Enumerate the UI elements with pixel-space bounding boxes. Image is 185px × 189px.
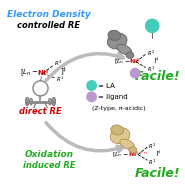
Ellipse shape [111, 125, 124, 135]
Ellipse shape [126, 52, 134, 58]
Circle shape [146, 19, 159, 33]
Text: induced RE: induced RE [23, 161, 75, 170]
Text: $[L_n-$: $[L_n-$ [112, 150, 129, 159]
Text: Facile!: Facile! [135, 167, 181, 180]
Text: $R^2$: $R^2$ [148, 141, 157, 151]
Text: direct RE: direct RE [19, 107, 62, 115]
Text: = ligand: = ligand [98, 94, 128, 100]
Text: $\mathbf{Ni}^{II}$: $\mathbf{Ni}^{II}$ [37, 67, 50, 79]
Text: $R^2$: $R^2$ [54, 59, 62, 68]
Circle shape [87, 92, 96, 102]
Ellipse shape [108, 30, 121, 40]
Text: $[L_n-$: $[L_n-$ [20, 68, 38, 78]
Text: $R^1$: $R^1$ [148, 158, 157, 167]
Text: $R^1$: $R^1$ [56, 75, 64, 84]
Ellipse shape [25, 97, 29, 106]
Ellipse shape [107, 33, 127, 49]
Text: Oxidation: Oxidation [24, 150, 73, 159]
Ellipse shape [129, 147, 137, 153]
Text: controlled RE: controlled RE [17, 21, 81, 30]
Ellipse shape [117, 44, 132, 55]
Ellipse shape [120, 139, 134, 149]
Text: $]^{\ddagger}$: $]^{\ddagger}$ [60, 65, 68, 78]
Ellipse shape [29, 98, 33, 105]
Text: (Z-type, π-acidic): (Z-type, π-acidic) [92, 106, 145, 111]
Ellipse shape [52, 97, 56, 106]
Text: $[L_n-$: $[L_n-$ [114, 57, 131, 66]
Text: Electron Density: Electron Density [7, 10, 91, 19]
Circle shape [130, 68, 140, 78]
Text: $\mathbf{Ni}^{II}$: $\mathbf{Ni}^{II}$ [130, 57, 141, 67]
Text: $]^{\ddagger}$: $]^{\ddagger}$ [155, 148, 162, 158]
Circle shape [87, 81, 96, 90]
Text: $\mathbf{Ni}^{II+n}$: $\mathbf{Ni}^{II+n}$ [128, 150, 147, 159]
Text: $R^2$: $R^2$ [147, 49, 155, 58]
Ellipse shape [110, 128, 130, 144]
Text: Facile!: Facile! [135, 70, 181, 84]
Text: $]^{\ddagger}$: $]^{\ddagger}$ [153, 55, 160, 65]
Ellipse shape [48, 98, 52, 105]
Text: = LA: = LA [98, 83, 115, 88]
Text: $R^1$: $R^1$ [147, 65, 155, 74]
